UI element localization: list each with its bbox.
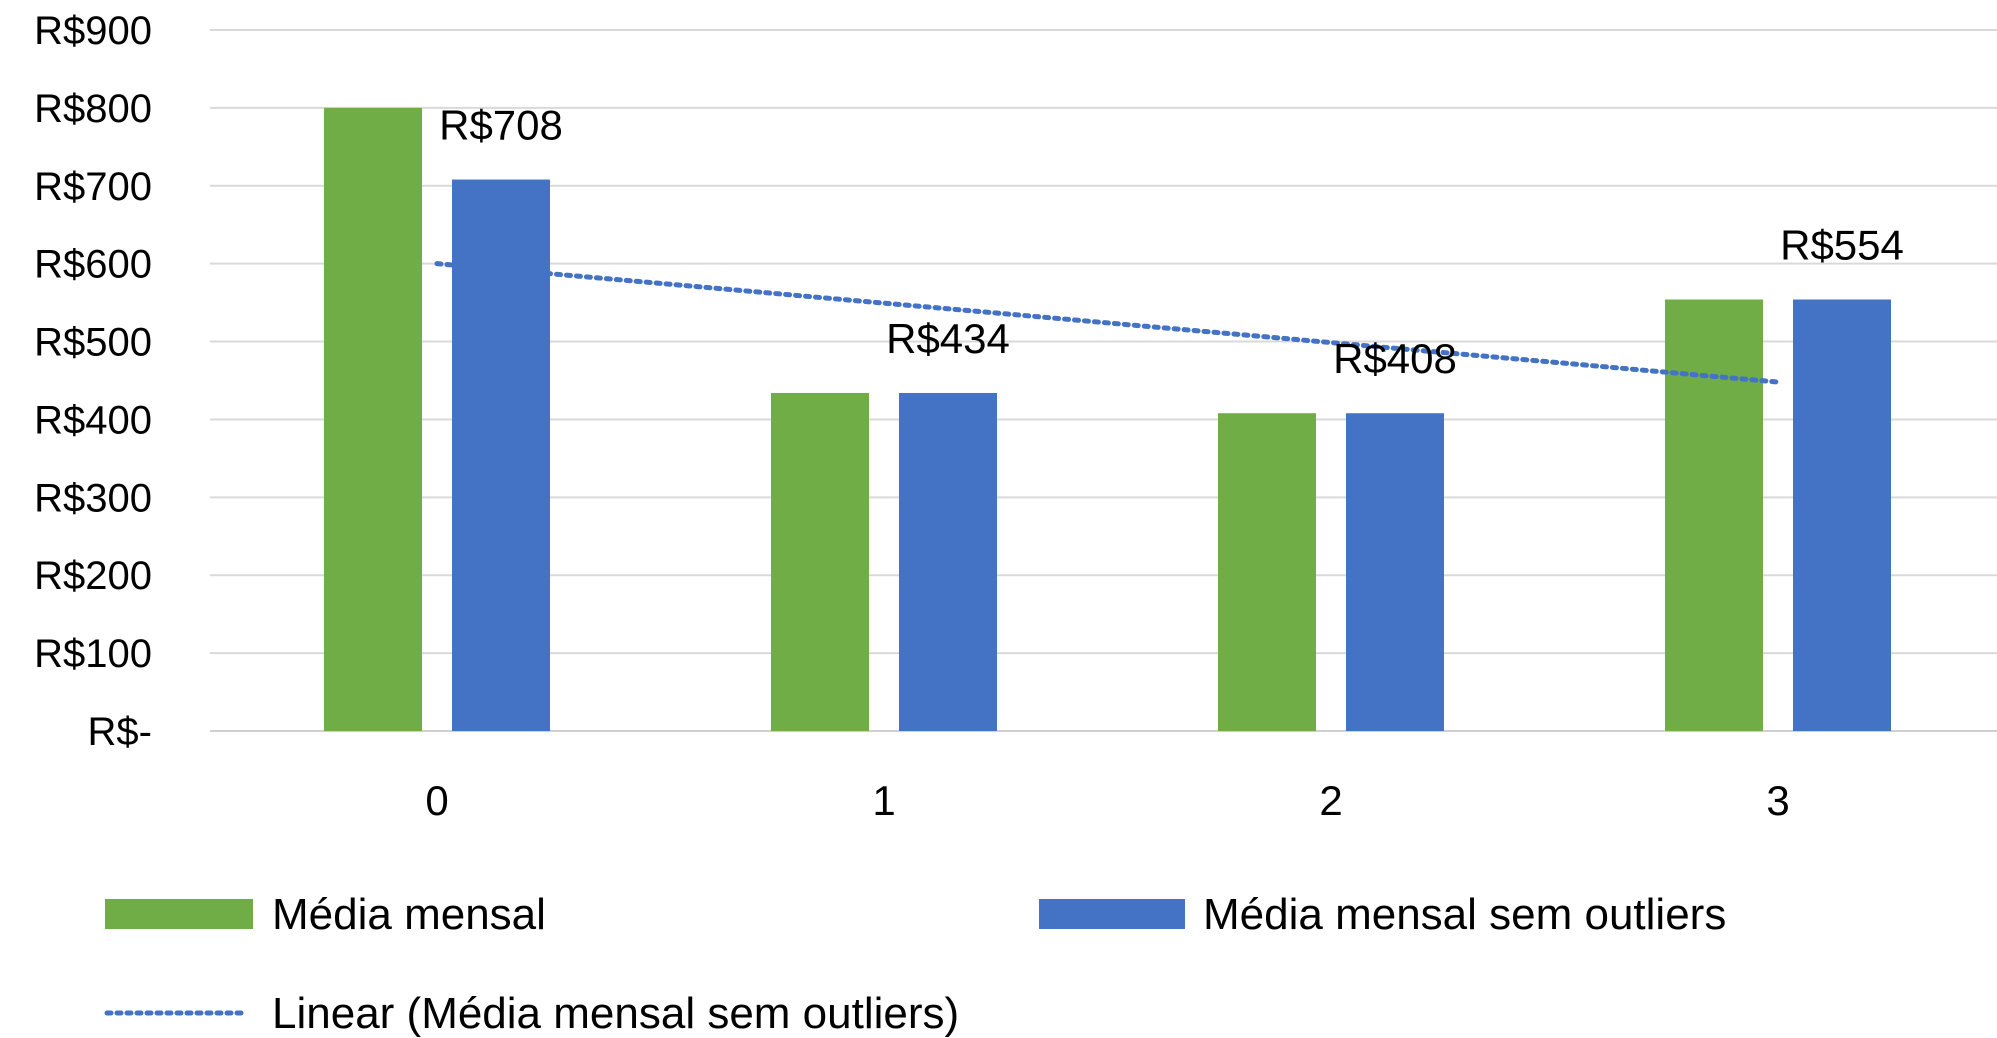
y-tick-label: R$500 bbox=[34, 321, 152, 365]
legend-label-media-mensal-sem-outliers: Média mensal sem outliers bbox=[1203, 890, 1726, 939]
legend-label-media-mensal: Média mensal bbox=[272, 890, 546, 939]
x-tick-label: 0 bbox=[425, 777, 448, 824]
bar bbox=[1793, 299, 1891, 731]
legend: Média mensal Média mensal sem outliers Lin… bbox=[104, 890, 1726, 1038]
y-axis-tick-labels: R$- R$100 R$200 R$300 R$400 R$500 R$600 R$700 R$… bbox=[34, 9, 152, 754]
data-label: R$408 bbox=[1333, 335, 1457, 382]
x-tick-label: 2 bbox=[1319, 777, 1342, 824]
data-label: R$554 bbox=[1780, 221, 1904, 268]
data-labels: R$708 R$434 R$408 R$554 bbox=[439, 102, 1904, 383]
legend-swatch-media-mensal bbox=[105, 899, 253, 929]
y-tick-label: R$600 bbox=[34, 243, 152, 287]
y-tick-label: R$700 bbox=[34, 165, 152, 209]
bar bbox=[1665, 299, 1763, 731]
trendline-line bbox=[434, 261, 1781, 385]
y-tick-label: R$900 bbox=[34, 9, 152, 53]
y-tick-label: R$200 bbox=[34, 554, 152, 598]
x-tick-label: 3 bbox=[1766, 777, 1789, 824]
legend-swatch-media-mensal-sem-outliers bbox=[1039, 899, 1185, 929]
legend-label-linear-trendline: Linear (Média mensal sem outliers) bbox=[272, 989, 959, 1038]
x-axis-tick-labels: 0 1 2 3 bbox=[425, 777, 1789, 824]
y-tick-label: R$100 bbox=[34, 632, 152, 676]
bar bbox=[452, 179, 550, 732]
trendline bbox=[434, 261, 1781, 385]
bar bbox=[1346, 413, 1444, 731]
bar bbox=[1218, 413, 1316, 731]
data-label: R$434 bbox=[886, 315, 1010, 362]
y-tick-label: R$400 bbox=[34, 398, 152, 442]
x-tick-label: 1 bbox=[872, 777, 895, 824]
bar bbox=[899, 392, 997, 731]
bar bbox=[324, 107, 422, 731]
data-label: R$708 bbox=[439, 102, 563, 149]
bar bbox=[771, 392, 869, 731]
y-tick-label: R$300 bbox=[34, 476, 152, 520]
y-tick-label: R$- bbox=[88, 710, 152, 754]
bars bbox=[324, 107, 1891, 732]
y-tick-label: R$800 bbox=[34, 87, 152, 131]
